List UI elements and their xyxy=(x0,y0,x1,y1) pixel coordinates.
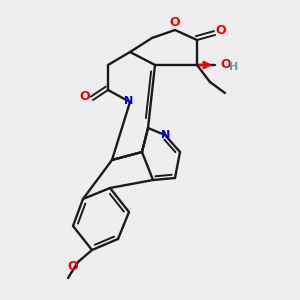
Text: N: N xyxy=(161,130,171,140)
Text: O: O xyxy=(80,91,90,103)
Text: N: N xyxy=(124,96,134,106)
Text: H: H xyxy=(229,62,238,72)
Text: O: O xyxy=(216,25,226,38)
Text: O: O xyxy=(220,58,231,71)
Text: O: O xyxy=(68,260,78,272)
Text: O: O xyxy=(170,16,180,29)
